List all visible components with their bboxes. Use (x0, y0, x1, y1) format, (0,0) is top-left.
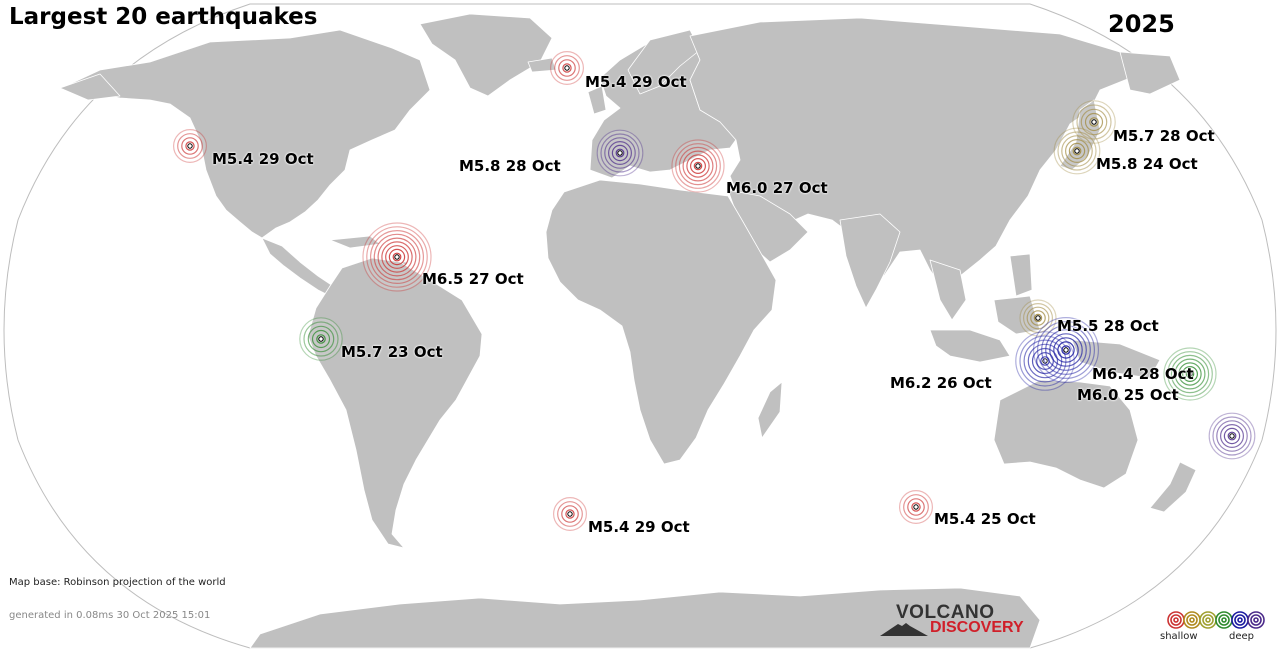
earthquake-marker[interactable] (596, 129, 644, 177)
quake-label: M6.4 28 Oct (1092, 365, 1194, 383)
earthquake-marker[interactable] (1053, 127, 1101, 175)
madagascar (757, 381, 783, 439)
quake-label: M6.5 27 Oct (422, 270, 524, 288)
quake-label: M5.8 28 Oct (459, 157, 561, 175)
legend-deep-label: deep (1229, 631, 1254, 642)
quake-label: M5.4 25 Oct (934, 510, 1036, 528)
legend-ring (1189, 617, 1195, 623)
map-title: Largest 20 earthquakes (9, 4, 318, 30)
land (59, 13, 1197, 649)
legend-shallow-label: shallow (1160, 631, 1198, 642)
new-zealand (1149, 461, 1197, 513)
australia (993, 379, 1139, 489)
asia (689, 17, 1131, 291)
new-guinea (1071, 339, 1161, 379)
legend-ring (1205, 617, 1211, 623)
quake-label: M5.7 23 Oct (341, 343, 443, 361)
earthquake-marker[interactable] (898, 490, 933, 525)
quake-label: M5.4 29 Oct (588, 518, 690, 536)
earthquake-marker[interactable] (1163, 347, 1217, 401)
north-america (69, 29, 431, 239)
quake-label: M5.7 28 Oct (1113, 127, 1215, 145)
legend-ring (1234, 614, 1246, 626)
depth-legend-rings (1167, 611, 1265, 629)
greenland (419, 13, 553, 97)
quake-label: M5.4 29 Oct (212, 150, 314, 168)
logo-line1: VOLCANO (896, 602, 995, 623)
legend-ring (1253, 617, 1259, 623)
africa (545, 179, 777, 465)
earthquake-marker[interactable] (1072, 100, 1116, 144)
generated-note: generated in 0.08ms 30 Oct 2025 15:01 (9, 610, 211, 621)
legend-ring (1218, 614, 1230, 626)
earthquake-marker[interactable] (299, 317, 343, 361)
year-label: 2025 (1108, 10, 1175, 38)
south-america (307, 257, 483, 549)
volcano-discovery-logo[interactable]: VOLCANO DISCOVERY (880, 602, 1040, 642)
legend-ring (1250, 614, 1262, 626)
earthquake-marker[interactable] (549, 50, 584, 85)
earthquake-marker[interactable] (1208, 412, 1256, 460)
earthquake-marker[interactable] (671, 139, 725, 193)
indonesia (929, 329, 1011, 363)
quake-label: M5.4 29 Oct (585, 73, 687, 91)
earthquake-marker[interactable] (173, 129, 208, 164)
earthquake-marker[interactable] (1019, 299, 1057, 337)
map-base-note: Map base: Robinson projection of the wor… (9, 577, 226, 588)
india (839, 213, 901, 309)
legend-ring (1221, 617, 1227, 623)
earthquake-marker[interactable] (1015, 331, 1075, 391)
quake-label: M6.0 27 Oct (726, 179, 828, 197)
legend-ring (1186, 614, 1198, 626)
quake-label: M5.8 24 Oct (1096, 155, 1198, 173)
legend-ring (1170, 614, 1182, 626)
quake-label: M5.5 28 Oct (1057, 317, 1159, 335)
legend-ring (1173, 617, 1179, 623)
logo-line2: DISCOVERY (930, 619, 1024, 636)
depth-legend: shallow deep (1160, 608, 1270, 648)
antarctica (249, 587, 1041, 649)
legend-ring (1202, 614, 1214, 626)
earthquake-marker[interactable] (1032, 317, 1099, 384)
volcano-icon (880, 623, 928, 636)
earthquake-marker[interactable] (362, 222, 432, 292)
earthquake-markers (173, 50, 1256, 532)
quake-label: M6.2 26 Oct (890, 374, 992, 392)
earthquake-marker[interactable] (552, 497, 587, 532)
quake-label: M6.0 25 Oct (1077, 386, 1179, 404)
legend-ring (1237, 617, 1243, 623)
